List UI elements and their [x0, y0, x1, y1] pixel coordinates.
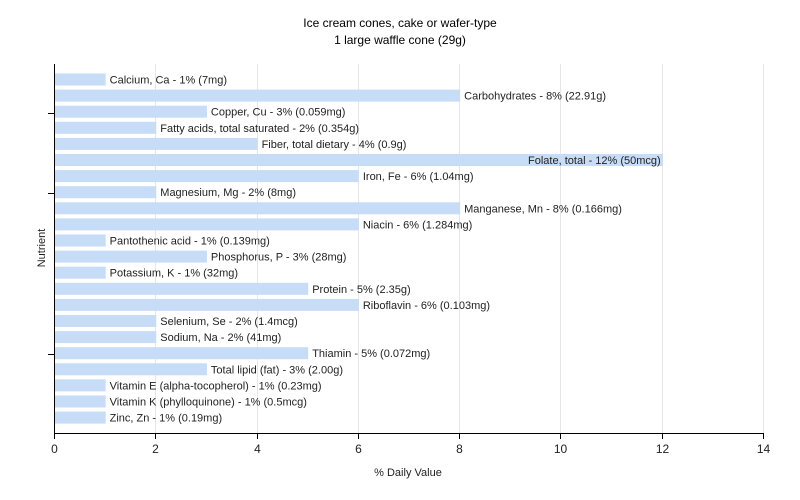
bar-label: Pantothenic acid - 1% (0.139mg) — [110, 236, 270, 248]
axes: 0 2 4 6 8 10 12 14 — [48, 64, 770, 456]
bar — [55, 363, 207, 376]
bar — [55, 73, 106, 86]
x-tick-label: 0 — [51, 442, 58, 456]
bar-label: Manganese, Mn - 8% (0.166mg) — [464, 203, 622, 215]
x-tick-label: 12 — [656, 442, 670, 456]
x-tick-label: 2 — [152, 442, 159, 456]
bar-label: Calcium, Ca - 1% (7mg) — [110, 75, 227, 87]
bar-label: Carbohydrates - 8% (22.91g) — [464, 91, 606, 103]
bar — [55, 154, 663, 166]
chart-title: Ice cream cones, cake or wafer-type — [303, 16, 497, 30]
bar — [55, 234, 106, 247]
bar — [55, 298, 359, 311]
bar — [55, 395, 106, 408]
x-tick-label: 4 — [254, 442, 261, 456]
bar — [55, 266, 106, 279]
bar — [55, 186, 157, 199]
bar — [55, 315, 157, 327]
bar-label: Protein - 5% (2.35g) — [312, 284, 410, 296]
x-tick-label: 14 — [757, 442, 771, 456]
bar-label: Vitamin E (alpha-tocopherol) - 1% (0.23m… — [110, 380, 322, 392]
bar-label: Vitamin K (phylloquinone) - 1% (0.5mcg) — [110, 397, 307, 409]
bar — [55, 105, 207, 118]
bar-label: Sodium, Na - 2% (41mg) — [160, 332, 281, 344]
bar-label: Iron, Fe - 6% (1.04mg) — [363, 171, 474, 183]
bar — [55, 89, 461, 102]
bar — [55, 170, 359, 183]
bar-label: Niacin - 6% (1.284mg) — [363, 219, 472, 231]
bar — [55, 202, 461, 215]
bar — [55, 347, 309, 360]
bar — [55, 331, 157, 344]
x-tick-label: 10 — [554, 442, 568, 456]
bar — [55, 137, 258, 150]
bar-label: Fiber, total dietary - 4% (0.9g) — [262, 139, 407, 151]
bar-label: Fatty acids, total saturated - 2% (0.354… — [160, 123, 359, 135]
bar-label: Total lipid (fat) - 3% (2.00g) — [211, 364, 343, 376]
bar-label: Zinc, Zn - 1% (0.19mg) — [110, 413, 222, 425]
x-tick-label: 8 — [456, 442, 463, 456]
bar-label: Folate, total - 12% (50mcg) — [528, 155, 661, 167]
bar-label: Riboflavin - 6% (0.103mg) — [363, 300, 490, 312]
x-axis-label: % Daily Value — [374, 467, 442, 479]
bars: Calcium, Ca - 1% (7mg) Carbohydrates - 8%… — [55, 73, 663, 425]
bar — [55, 379, 106, 392]
bar-label: Thiamin - 5% (0.072mg) — [312, 348, 430, 360]
bar — [55, 282, 309, 295]
bar-label: Potassium, K - 1% (32mg) — [110, 268, 238, 280]
bar — [55, 121, 157, 134]
bar — [55, 250, 207, 263]
bar-label: Copper, Cu - 3% (0.059mg) — [211, 107, 346, 119]
bar — [55, 218, 359, 231]
bar-label: Selenium, Se - 2% (1.4mcg) — [160, 316, 298, 328]
grid-lines — [155, 64, 764, 433]
x-tick-label: 6 — [355, 442, 362, 456]
chart-subtitle: 1 large waffle cone (29g) — [334, 33, 466, 47]
y-axis-label: Nutrient — [36, 229, 48, 268]
bar-label: Phosphorus, P - 3% (28mg) — [211, 252, 347, 264]
bar — [55, 411, 106, 424]
bar-label: Magnesium, Mg - 2% (8mg) — [160, 187, 296, 199]
